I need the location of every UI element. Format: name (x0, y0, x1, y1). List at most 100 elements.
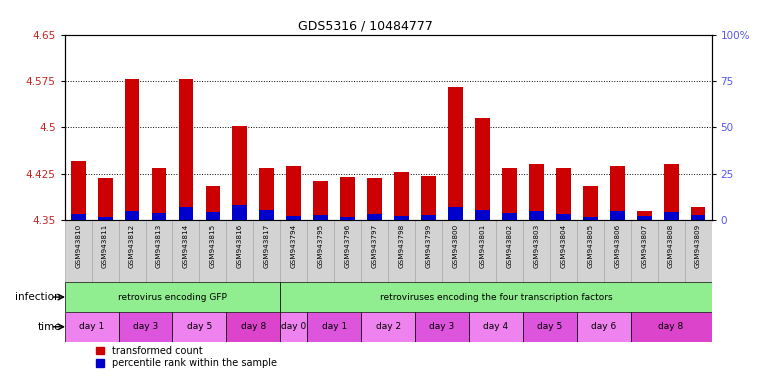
Bar (340, 177, 355, 220)
Bar (119, 220, 145, 282)
Bar (550, 220, 577, 282)
Bar (65, 282, 280, 312)
Text: GSM943796: GSM943796 (345, 223, 351, 268)
Bar (173, 220, 199, 282)
Bar (469, 312, 523, 342)
Bar (227, 220, 253, 282)
Bar (125, 78, 139, 220)
Bar (151, 168, 167, 220)
Bar (145, 220, 173, 282)
Bar (685, 220, 712, 282)
Bar (421, 176, 436, 220)
Text: GSM943795: GSM943795 (318, 223, 323, 268)
Bar (280, 312, 307, 342)
Text: day 5: day 5 (537, 322, 562, 331)
Text: retroviruses encoding the four transcription factors: retroviruses encoding the four transcrip… (380, 293, 613, 301)
Bar (280, 220, 307, 282)
Text: GSM943813: GSM943813 (156, 223, 162, 268)
Bar (664, 212, 679, 220)
Bar (179, 207, 193, 220)
Bar (173, 312, 227, 342)
Bar (314, 181, 328, 220)
Text: day 1: day 1 (79, 322, 104, 331)
Bar (205, 186, 221, 220)
Bar (415, 312, 469, 342)
Bar (658, 220, 685, 282)
Bar (394, 172, 409, 220)
Bar (280, 282, 712, 312)
Text: GSM943811: GSM943811 (102, 223, 108, 268)
Text: GSM943802: GSM943802 (506, 223, 512, 268)
Bar (475, 210, 490, 220)
Bar (523, 312, 577, 342)
Text: day 4: day 4 (483, 322, 508, 331)
Text: GSM943801: GSM943801 (479, 223, 486, 268)
Bar (556, 168, 571, 220)
Bar (691, 207, 705, 220)
Bar (664, 164, 679, 220)
Bar (179, 78, 193, 220)
Bar (65, 220, 91, 282)
Bar (637, 216, 651, 220)
Text: GSM943808: GSM943808 (668, 223, 674, 268)
Bar (260, 168, 274, 220)
Text: GSM943812: GSM943812 (129, 223, 135, 268)
Bar (610, 211, 625, 220)
Bar (603, 220, 631, 282)
Bar (448, 87, 463, 220)
Bar (496, 220, 523, 282)
Bar (232, 205, 247, 220)
Bar (368, 177, 382, 220)
Text: GSM943814: GSM943814 (183, 223, 189, 268)
Bar (286, 166, 301, 220)
Bar (442, 220, 469, 282)
Bar (97, 217, 113, 220)
Bar (368, 214, 382, 220)
Bar (583, 217, 597, 220)
Bar (151, 213, 167, 220)
Bar (199, 220, 227, 282)
Bar (260, 210, 274, 220)
Text: GSM943799: GSM943799 (425, 223, 431, 268)
Text: GSM943815: GSM943815 (210, 223, 216, 268)
Text: day 2: day 2 (375, 322, 401, 331)
Bar (65, 312, 119, 342)
Text: day 6: day 6 (591, 322, 616, 331)
Bar (577, 312, 631, 342)
Text: GSM943794: GSM943794 (291, 223, 297, 268)
Bar (415, 220, 442, 282)
Bar (334, 220, 361, 282)
Bar (361, 312, 415, 342)
Bar (529, 164, 544, 220)
Text: GSM943805: GSM943805 (587, 223, 594, 268)
Bar (119, 312, 173, 342)
Text: retrovirus encoding GFP: retrovirus encoding GFP (118, 293, 227, 301)
Bar (637, 211, 651, 220)
Bar (610, 166, 625, 220)
Bar (631, 220, 658, 282)
Bar (314, 215, 328, 220)
Bar (125, 211, 139, 220)
Text: GSM943810: GSM943810 (75, 223, 81, 268)
Bar (361, 220, 388, 282)
Bar (388, 220, 415, 282)
Text: time: time (37, 322, 61, 332)
Text: GSM943816: GSM943816 (237, 223, 243, 268)
Text: day 8: day 8 (240, 322, 266, 331)
Text: GSM943817: GSM943817 (264, 223, 270, 268)
Bar (475, 118, 490, 220)
Text: day 1: day 1 (322, 322, 347, 331)
Bar (307, 220, 334, 282)
Bar (421, 215, 436, 220)
Text: GSM943797: GSM943797 (371, 223, 377, 268)
Bar (286, 216, 301, 220)
Text: GDS5316 / 10484777: GDS5316 / 10484777 (298, 19, 433, 32)
Bar (523, 220, 550, 282)
Bar (469, 220, 496, 282)
Bar (205, 212, 221, 220)
Text: GSM943803: GSM943803 (533, 223, 540, 268)
Bar (307, 312, 361, 342)
Bar (253, 220, 280, 282)
Bar (232, 126, 247, 220)
Bar (502, 213, 517, 220)
